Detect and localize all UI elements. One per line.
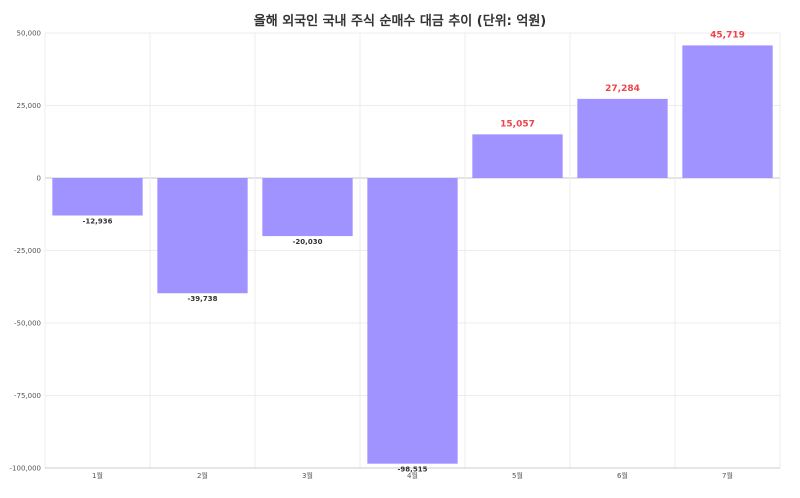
x-tick-label: 3월 (302, 471, 313, 480)
bar (682, 45, 773, 178)
y-tick-label: -75,000 (14, 392, 41, 400)
x-tick-label: 7월 (722, 471, 733, 480)
chart-title: 올해 외국인 국내 주식 순매수 대금 추이 (단위: 억원) (253, 14, 547, 29)
data-label: -98,515 (398, 466, 428, 474)
data-label: 27,284 (605, 84, 640, 94)
bar (577, 98, 668, 178)
x-tick-label: 6월 (617, 471, 628, 480)
y-tick-label: 50,000 (17, 30, 42, 38)
bar (262, 178, 353, 237)
data-label: 15,057 (500, 119, 535, 129)
x-tick-label: 1월 (92, 471, 103, 480)
bar (472, 134, 563, 178)
x-tick-label: 5월 (512, 471, 523, 480)
x-tick-label: 4월 (407, 471, 418, 480)
bar (367, 178, 458, 464)
data-label: -12,936 (83, 218, 113, 226)
x-tick-label: 2월 (197, 471, 208, 480)
bar (52, 178, 143, 216)
y-tick-label: 0 (37, 175, 41, 183)
y-tick-label: 25,000 (17, 102, 42, 110)
y-tick-label: -25,000 (14, 247, 41, 255)
data-label: -39,738 (188, 295, 218, 303)
bar (157, 178, 248, 294)
y-tick-label: -50,000 (14, 320, 41, 328)
data-label: 45,719 (710, 30, 745, 40)
data-label: -20,030 (293, 238, 323, 246)
y-tick-label: -100,000 (10, 465, 41, 473)
